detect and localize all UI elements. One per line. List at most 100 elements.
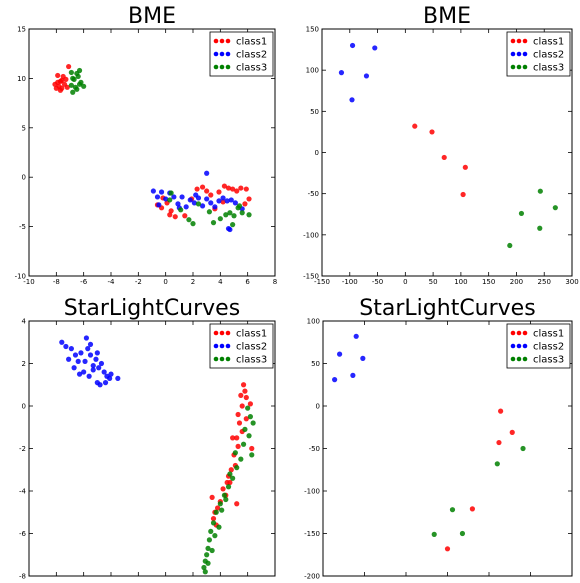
x-tick-label: 100 bbox=[454, 278, 467, 286]
data-point-class3 bbox=[201, 564, 207, 571]
chart-panel-2: BME -150 -100 -50 0 50 100 150 200 250 300 -150 -100… bbox=[303, 4, 579, 286]
data-point-class1 bbox=[227, 479, 233, 486]
data-point-class3 bbox=[249, 452, 255, 458]
legend-marker bbox=[522, 64, 528, 70]
data-point-class1 bbox=[498, 408, 504, 414]
data-point-class3 bbox=[227, 471, 233, 477]
data-point-class3 bbox=[206, 209, 212, 215]
y-tick-label: 5 bbox=[22, 124, 26, 132]
data-point-class1 bbox=[247, 401, 253, 407]
data-point-class3 bbox=[231, 213, 237, 219]
data-point-class2 bbox=[232, 200, 238, 206]
legend-marker bbox=[510, 51, 516, 57]
data-point-class2 bbox=[78, 350, 84, 356]
legend-marker bbox=[510, 356, 516, 362]
data-point-class1 bbox=[238, 185, 244, 191]
data-point-class1 bbox=[52, 81, 58, 87]
x-tick-label: 50 bbox=[429, 278, 438, 286]
data-point-class1 bbox=[235, 443, 241, 449]
data-point-class2 bbox=[349, 97, 355, 103]
data-point-class2 bbox=[158, 189, 165, 195]
data-point-class3 bbox=[431, 531, 437, 537]
data-point-class2 bbox=[94, 350, 100, 356]
data-point-class3 bbox=[210, 220, 217, 226]
data-point-class3 bbox=[494, 461, 500, 467]
data-point-class3 bbox=[246, 212, 252, 218]
data-point-class1 bbox=[509, 429, 515, 435]
data-point-class1 bbox=[221, 183, 228, 189]
data-point-class3 bbox=[227, 210, 233, 216]
data-point-class2 bbox=[204, 170, 210, 176]
data-point-class1 bbox=[57, 78, 64, 84]
y-tick-label: 0 bbox=[22, 174, 26, 182]
legend-marker bbox=[219, 343, 225, 349]
data-point-class3 bbox=[552, 205, 558, 211]
data-point-class3 bbox=[246, 433, 252, 439]
data-point-class2 bbox=[83, 335, 89, 341]
x-tick-label: 300 bbox=[565, 278, 578, 286]
y-tick-label: -6 bbox=[19, 530, 27, 538]
data-point-class1 bbox=[242, 388, 248, 394]
legend-marker bbox=[213, 330, 219, 336]
legend-label: class2 bbox=[236, 342, 267, 353]
data-point-class3 bbox=[238, 456, 244, 462]
legend-marker bbox=[219, 330, 225, 336]
data-point-class3 bbox=[168, 190, 174, 196]
legend-marker bbox=[225, 343, 231, 349]
data-point-class3 bbox=[205, 545, 211, 551]
legend-marker bbox=[225, 51, 231, 57]
data-point-class2 bbox=[156, 202, 162, 208]
data-point-class2 bbox=[224, 198, 230, 204]
data-point-class3 bbox=[68, 82, 74, 88]
data-point-class2 bbox=[59, 339, 65, 345]
legend-marker bbox=[522, 330, 528, 336]
legend-marker bbox=[219, 51, 225, 57]
data-point-class1 bbox=[215, 505, 221, 511]
data-point-class3 bbox=[190, 221, 196, 227]
data-point-class2 bbox=[193, 192, 199, 198]
data-point-class1 bbox=[63, 76, 69, 82]
data-point-class2 bbox=[175, 201, 181, 207]
data-point-class2 bbox=[191, 200, 197, 206]
legend-label: class2 bbox=[533, 342, 564, 353]
data-point-class3 bbox=[195, 201, 202, 207]
data-point-class2 bbox=[360, 355, 366, 361]
data-point-class2 bbox=[72, 352, 79, 358]
data-point-class1 bbox=[243, 416, 249, 422]
data-point-class1 bbox=[210, 516, 217, 522]
data-point-class1 bbox=[246, 196, 252, 202]
data-point-class2 bbox=[216, 198, 222, 204]
data-point-class3 bbox=[74, 86, 80, 92]
data-point-class1 bbox=[441, 154, 447, 161]
x-tick-label: 6 bbox=[245, 278, 250, 286]
data-point-class2 bbox=[150, 188, 156, 194]
legend-marker bbox=[219, 38, 225, 44]
data-point-class2 bbox=[154, 194, 161, 200]
data-point-class3 bbox=[242, 426, 248, 432]
y-tick-label: -2 bbox=[19, 445, 26, 453]
chart-title: StarLightCurves bbox=[64, 296, 240, 321]
data-point-class3 bbox=[212, 533, 218, 539]
legend-label: class1 bbox=[236, 37, 267, 48]
data-point-class3 bbox=[216, 524, 222, 530]
legend-marker bbox=[219, 356, 225, 362]
data-point-class1 bbox=[234, 188, 240, 194]
legend-label: class1 bbox=[533, 37, 564, 48]
data-point-class1 bbox=[172, 214, 178, 220]
legend-marker bbox=[510, 38, 516, 44]
data-point-class3 bbox=[209, 547, 215, 554]
chart-panel-1: BME -10 -8 -6 -4 -2 0 2 4 6 8 -10 -5 0 5 10 15 class1 clas… bbox=[15, 4, 278, 286]
legend-label: class3 bbox=[533, 63, 564, 74]
data-point-class1 bbox=[236, 420, 243, 426]
data-point-class3 bbox=[76, 67, 83, 74]
legend-marker bbox=[516, 343, 522, 349]
data-point-class1 bbox=[59, 85, 65, 91]
data-point-class2 bbox=[220, 195, 226, 201]
x-tick-label: -10 bbox=[23, 278, 34, 286]
legend-marker bbox=[213, 356, 219, 362]
y-tick-label: -8 bbox=[19, 573, 26, 580]
data-point-class1 bbox=[194, 186, 200, 192]
data-point-class3 bbox=[217, 501, 223, 507]
data-point-class2 bbox=[183, 204, 189, 210]
data-point-class2 bbox=[85, 346, 91, 352]
